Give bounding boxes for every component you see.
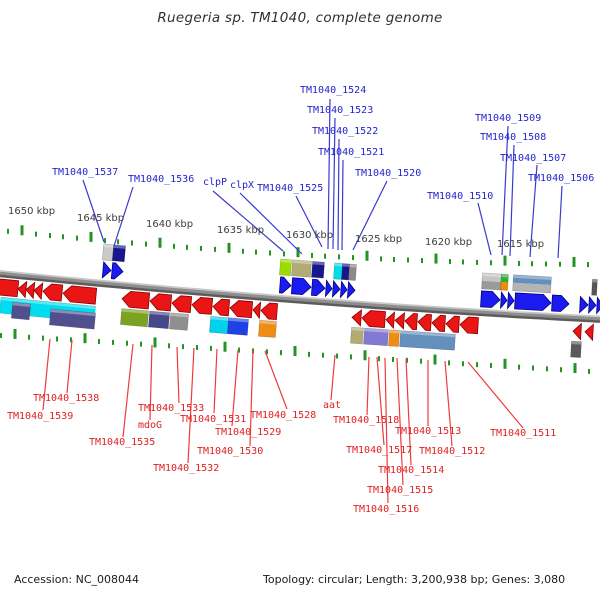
gene-label-reverse[interactable]: TM1040_1512 [419, 446, 486, 457]
gene-label-forward[interactable]: TM1040_1524 [300, 85, 367, 96]
gene-arrows[interactable] [0, 260, 600, 342]
gene-label-reverse[interactable]: TM1040_1530 [197, 446, 264, 457]
gene-label-reverse[interactable]: TM1040_1539 [7, 411, 74, 422]
gene-label-forward[interactable]: TM1040_1521 [318, 147, 385, 158]
scale-label-kbp: 1630 kbp [286, 230, 334, 241]
genome-backbone [0, 270, 600, 323]
label-leader-lines [42, 98, 563, 504]
gene-label-reverse[interactable]: TM1040_1528 [250, 410, 317, 421]
gene-label-forward[interactable]: TM1040_1508 [480, 132, 547, 143]
gene-label-forward[interactable]: clpX [230, 180, 255, 191]
gene-label-reverse[interactable]: TM1040_1533 [138, 403, 205, 414]
gene-label-reverse[interactable]: TM1040_1538 [33, 393, 100, 404]
feature-boxes[interactable] [0, 243, 598, 358]
scale-tick-track-top [7, 225, 589, 268]
scale-label-kbp: 1650 kbp [8, 206, 56, 217]
gene-label-forward[interactable]: TM1040_1506 [528, 173, 595, 184]
scale-label-kbp: 1620 kbp [425, 237, 473, 248]
gene-label-forward[interactable]: TM1040_1536 [128, 174, 195, 185]
gene-label-reverse[interactable]: TM1040_1531 [180, 414, 247, 425]
gene-label-reverse[interactable]: TM1040_1513 [395, 426, 462, 437]
gene-label-forward[interactable]: TM1040_1525 [257, 183, 324, 194]
scale-tick-track-bottom [0, 328, 590, 374]
gene-label-forward[interactable]: clpP [203, 177, 228, 188]
gene-label-reverse[interactable]: TM1040_1514 [378, 465, 445, 476]
gene-label-reverse[interactable]: TM1040_1535 [89, 437, 156, 448]
gene-label-forward[interactable]: TM1040_1520 [355, 168, 422, 179]
gene-label-reverse[interactable]: TM1040_1516 [353, 504, 420, 515]
topology-summary-text: Topology: circular; Length: 3,200,938 bp… [263, 573, 566, 586]
scale-label-kbp: 1645 kbp [77, 213, 125, 224]
scale-label-kbp: 1635 kbp [217, 225, 265, 236]
gene-label-forward[interactable]: TM1040_1522 [312, 126, 379, 137]
gene-label-reverse[interactable]: TM1040_1529 [215, 427, 282, 438]
gene-label-reverse[interactable]: mdoG [138, 420, 163, 431]
gene-label-reverse[interactable]: TM1040_1515 [367, 485, 434, 496]
gene-label-forward[interactable]: TM1040_1537 [52, 167, 119, 178]
gene-label-reverse[interactable]: aat [323, 400, 342, 411]
gene-label-forward[interactable]: TM1040_1523 [307, 105, 374, 116]
gene-label-reverse[interactable]: TM1040_1511 [490, 428, 557, 439]
gene-label-reverse[interactable]: TM1040_1532 [153, 463, 220, 474]
gene-label-reverse[interactable]: TM1040_1518 [333, 415, 400, 426]
gene-label-reverse[interactable]: TM1040_1517 [346, 445, 413, 456]
gene-label-forward[interactable]: TM1040_1509 [475, 113, 542, 124]
gene-label-forward[interactable]: TM1040_1507 [500, 153, 567, 164]
accession-text: Accession: NC_008044 [14, 573, 140, 586]
scale-label-kbp: 1615 kbp [497, 239, 545, 250]
gene-label-forward[interactable]: TM1040_1510 [427, 191, 494, 202]
scale-label-kbp: 1625 kbp [355, 234, 403, 245]
scale-label-kbp: 1640 kbp [146, 219, 194, 230]
page-title: Ruegeria sp. TM1040, complete genome [157, 10, 443, 26]
